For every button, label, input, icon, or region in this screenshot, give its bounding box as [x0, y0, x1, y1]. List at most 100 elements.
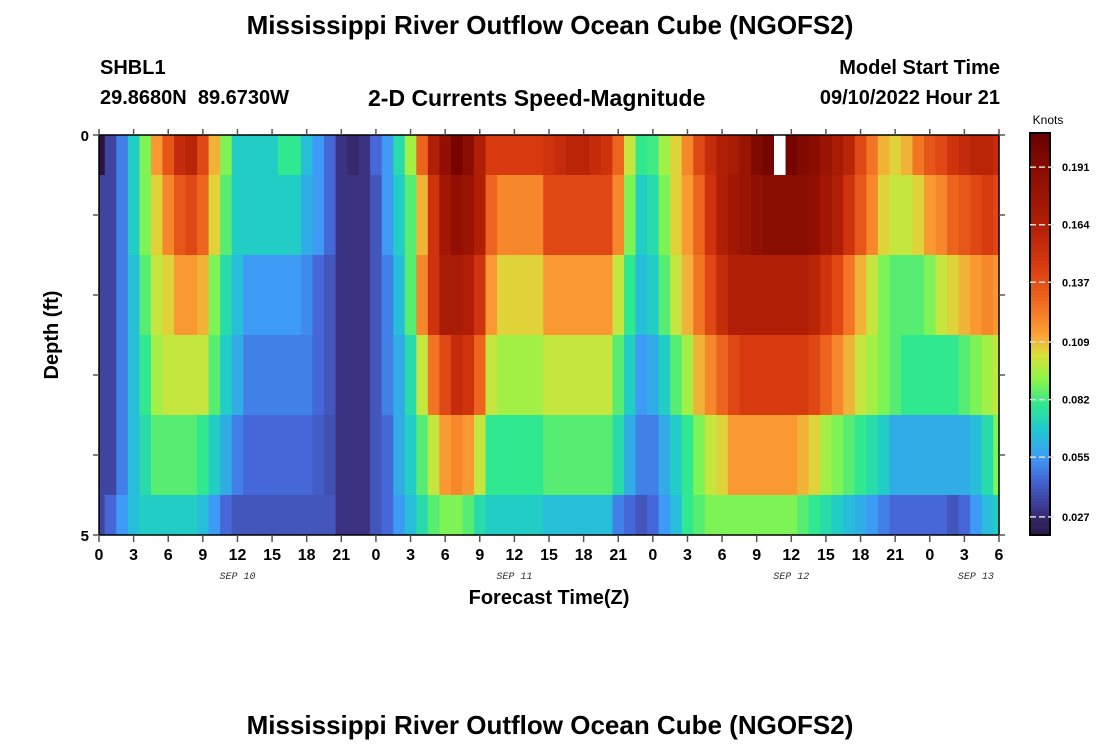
heatmap-cell: [681, 255, 694, 335]
colorbar-segment: [1030, 246, 1050, 251]
colorbar-segment: [1030, 421, 1050, 426]
heatmap-cell: [924, 335, 937, 415]
heatmap-cell: [693, 495, 706, 535]
heatmap-cell: [197, 175, 210, 255]
heatmap-cell: [197, 495, 210, 535]
colorbar-segment: [1030, 230, 1050, 235]
x-tick-label: 0: [648, 547, 657, 564]
heatmap-cell: [243, 495, 256, 535]
heatmap-cell: [116, 175, 129, 255]
x-tick-label: 12: [782, 547, 800, 564]
heatmap-cell: [277, 255, 290, 335]
x-tick-label: 15: [263, 547, 281, 564]
heatmap-cell: [681, 335, 694, 415]
colorbar-segment: [1030, 347, 1050, 352]
heatmap-cell: [139, 255, 152, 335]
heatmap-cell: [416, 415, 429, 495]
heatmap-cell: [150, 255, 164, 335]
heatmap-cell: [358, 255, 371, 335]
heatmap-cell: [127, 495, 140, 535]
heatmap-cell: [693, 335, 706, 415]
heatmap-cell: [404, 175, 417, 255]
heatmap-cell: [220, 415, 233, 495]
heatmap-cell: [139, 495, 152, 535]
colorbar-segment: [1030, 183, 1050, 188]
colorbar-segment: [1030, 407, 1050, 412]
heatmap-cell: [658, 335, 671, 415]
colorbar-segment: [1030, 240, 1050, 245]
heatmap-cell: [647, 135, 660, 175]
heatmap-cell: [716, 135, 729, 175]
heatmap-cell: [831, 255, 844, 335]
x-tick-label: 9: [752, 547, 761, 564]
heatmap-cell: [693, 175, 706, 255]
heatmap-cell: [531, 175, 544, 255]
heatmap-cell: [462, 255, 475, 335]
colorbar-segment: [1030, 256, 1050, 261]
heatmap-cell: [670, 495, 683, 535]
heatmap-cell: [854, 335, 867, 415]
heatmap-cell: [554, 175, 567, 255]
heatmap-cell: [485, 415, 498, 495]
heatmap-cell: [243, 255, 256, 335]
heatmap-cell: [947, 495, 960, 535]
heatmap-cell: [139, 335, 152, 415]
heatmap-cell: [935, 415, 948, 495]
heatmap-cell: [900, 335, 914, 415]
heatmap-cell: [404, 415, 417, 495]
heatmap-cell: [900, 255, 914, 335]
repeat-title: Mississippi River Outflow Ocean Cube (NG…: [246, 710, 854, 740]
colorbar-segment: [1030, 327, 1050, 332]
heatmap-cell: [912, 415, 925, 495]
heatmap-cell: [381, 495, 394, 535]
colorbar-segment: [1030, 210, 1050, 214]
colorbar-segment: [1030, 511, 1050, 516]
heatmap-cell: [358, 335, 371, 415]
heatmap-cell: [797, 335, 810, 415]
heatmap-cell: [993, 415, 1000, 495]
heatmap-cell: [877, 135, 890, 175]
heatmap-cell: [254, 255, 267, 335]
heatmap-cell: [854, 495, 867, 535]
heatmap-cell: [197, 255, 210, 335]
colorbar-segment: [1030, 260, 1050, 265]
heatmap-cell: [612, 175, 625, 255]
heatmap-cell: [866, 415, 879, 495]
heatmap-cell: [427, 135, 440, 175]
colorbar-segment: [1030, 200, 1050, 204]
x-tick-label: 21: [332, 547, 350, 564]
heatmap-cell: [243, 175, 256, 255]
colorbar-segment: [1030, 189, 1050, 194]
colorbar-segment: [1030, 273, 1050, 278]
heatmap-cell: [635, 335, 648, 415]
heatmap-cell: [289, 175, 302, 255]
heatmap-cell: [220, 495, 233, 535]
x-tick-label: 0: [95, 547, 104, 564]
heatmap-cell: [497, 175, 510, 255]
heatmap-cell: [427, 175, 440, 255]
heatmap-cell: [162, 255, 175, 335]
heatmap-cell: [116, 495, 129, 535]
heatmap-cell: [162, 335, 175, 415]
heatmap-cell: [243, 415, 256, 495]
heatmap-cell: [358, 415, 371, 495]
heatmap-cell: [231, 175, 244, 255]
heatmap-cell: [647, 495, 660, 535]
heatmap-cell: [300, 135, 314, 175]
heatmap-cell: [185, 175, 198, 255]
colorbar-frame: [1029, 132, 1051, 536]
heatmap-cell: [404, 335, 417, 415]
colorbar-tick-label: 0.082: [1062, 395, 1090, 407]
heatmap-cell: [831, 415, 844, 495]
colorbar-segment: [1030, 143, 1050, 147]
heatmap-cell: [162, 135, 175, 175]
colorbar-segment: [1030, 206, 1050, 211]
heatmap-cell: [347, 255, 360, 335]
heatmap-cell: [993, 335, 1000, 415]
heatmap-cell: [785, 335, 798, 415]
heatmap-cell: [347, 495, 360, 535]
heatmap-cell: [185, 135, 198, 175]
heatmap-cell: [554, 255, 567, 335]
heatmap-cell: [335, 335, 348, 415]
colorbar-segment: [1030, 350, 1050, 355]
